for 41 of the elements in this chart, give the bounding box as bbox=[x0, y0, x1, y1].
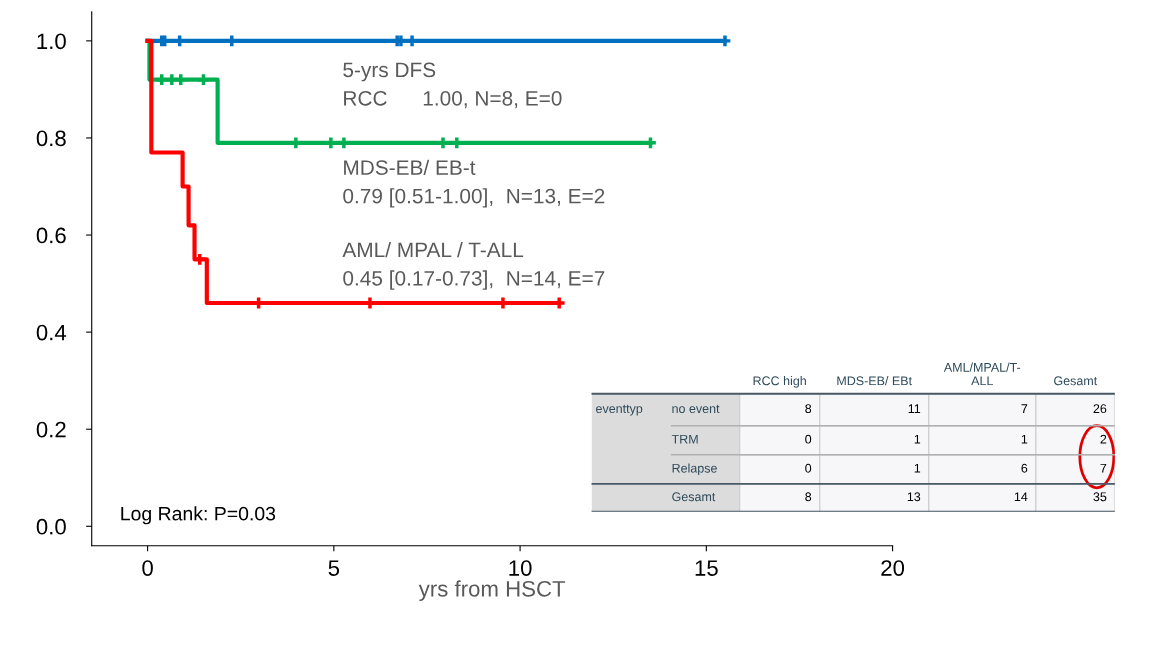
x-tick-label: MDS-EB/ EBt bbox=[837, 376, 912, 386]
y-tick-label: Relapse bbox=[672, 463, 717, 476]
y-tick-label: 0.4 bbox=[36, 324, 67, 341]
annotation: AML/ MPAL / T-ALL 0.45 [0.17-0.73], N=14, E=7 bbox=[342, 241, 605, 290]
y-tick-label: 0.8 bbox=[36, 130, 66, 147]
data-label: 35 bbox=[1093, 492, 1107, 502]
x-tick-label: 10 bbox=[509, 560, 532, 576]
y-tick-label: 0.2 bbox=[36, 421, 66, 438]
data-label: 11 bbox=[908, 404, 921, 413]
annotation: eventtyp bbox=[596, 404, 643, 416]
annotation: MDS-EB/ EB-t 0.79 [0.51-1.00], N=13, E=2 bbox=[343, 159, 605, 208]
data-label: 8 bbox=[805, 404, 812, 414]
x-axis-title: yrs from HSCT bbox=[418, 580, 566, 602]
data-label: 13 bbox=[907, 492, 921, 502]
y-tick-label: 0.6 bbox=[36, 227, 66, 244]
data-label: 1 bbox=[1021, 434, 1028, 444]
data-label: 26 bbox=[1093, 404, 1107, 414]
data-label: 0 bbox=[805, 463, 812, 473]
y-tick-label: 1.0 bbox=[37, 33, 66, 50]
y-tick-label: 0.0 bbox=[36, 518, 66, 535]
y-tick-label: no event bbox=[672, 404, 720, 414]
data-label: 1 bbox=[914, 463, 921, 473]
annotation: Log Rank: P=0.03 bbox=[121, 506, 276, 525]
data-label: 7 bbox=[1100, 463, 1107, 473]
x-tick-label: 0 bbox=[142, 560, 153, 576]
x-tick-label: AML/MPAL/T- ALL bbox=[943, 362, 1021, 386]
data-label: 6 bbox=[1021, 463, 1028, 473]
y-tick-label: TRM bbox=[671, 434, 698, 444]
data-label: 8 bbox=[805, 492, 812, 502]
data-label: 14 bbox=[1014, 492, 1028, 502]
annotation: 5-yrs DFS RCC 1.00, N=8, E=0 bbox=[343, 62, 562, 109]
y-tick-label: Gesamt bbox=[672, 492, 716, 502]
x-tick-label: RCC high bbox=[753, 376, 806, 388]
data-label: 2 bbox=[1100, 434, 1107, 444]
x-tick-label: 15 bbox=[695, 560, 718, 576]
x-tick-label: Gesamt bbox=[1054, 376, 1098, 386]
x-tick-label: 20 bbox=[881, 560, 905, 576]
data-label: 1 bbox=[914, 434, 921, 444]
data-label: 0 bbox=[805, 434, 812, 444]
data-label: 7 bbox=[1021, 404, 1028, 413]
x-tick-label: 5 bbox=[328, 560, 340, 576]
